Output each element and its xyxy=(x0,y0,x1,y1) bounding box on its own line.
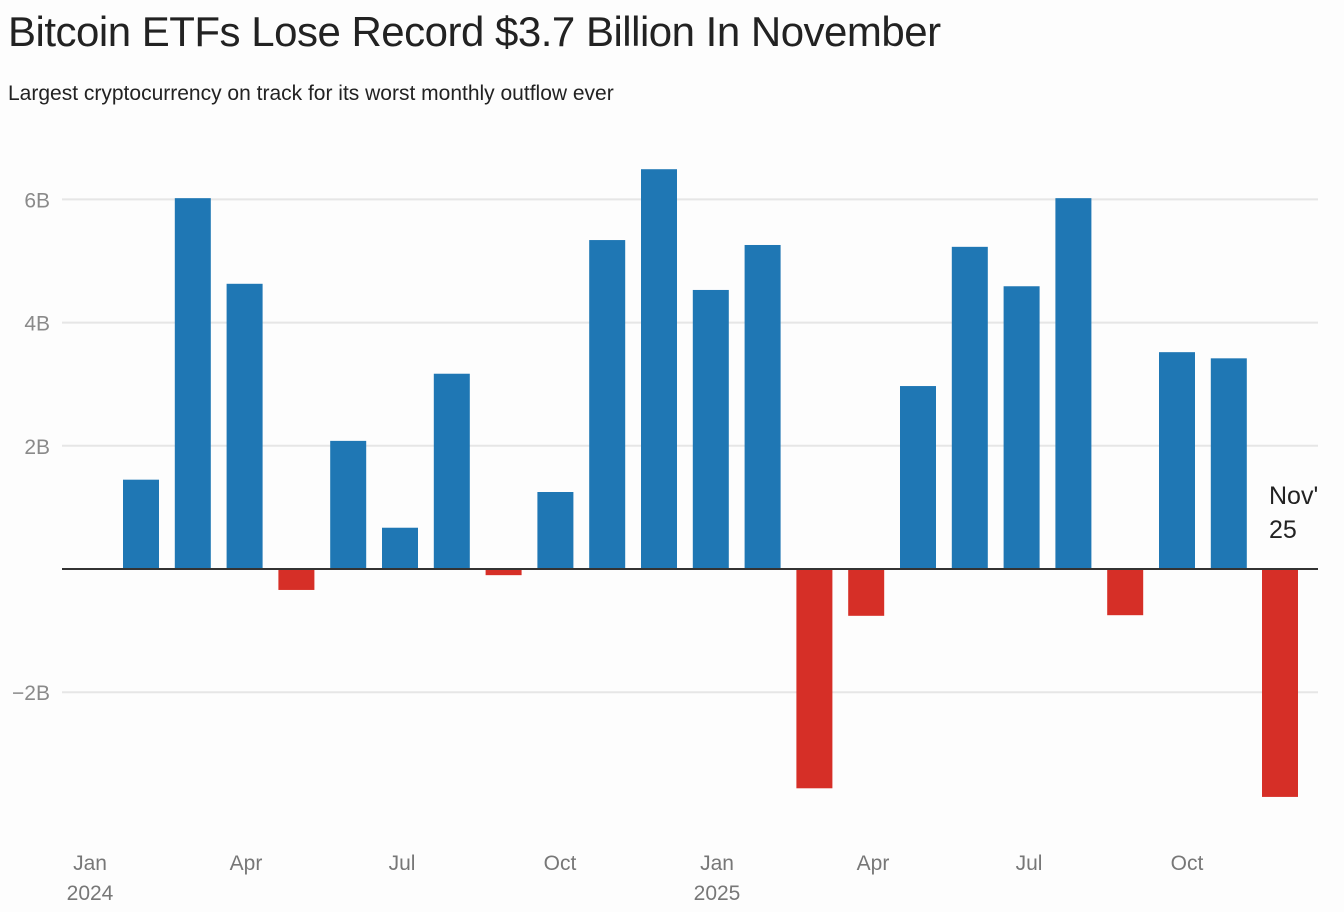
gridlines xyxy=(62,198,1318,694)
bar xyxy=(589,240,626,569)
bar xyxy=(330,440,367,569)
bar xyxy=(433,373,470,569)
x-tick-label: Oct xyxy=(544,852,577,875)
x-tick-label: Apr xyxy=(857,852,890,875)
chart-title: Bitcoin ETFs Lose Record $3.7 Billion In… xyxy=(8,8,941,55)
bar xyxy=(1210,358,1247,569)
x-tick-label: Jan xyxy=(73,852,107,875)
x-axis-ticks: Jan 2024 Apr Jul Oct Jan 2025 Apr Jul Oct xyxy=(67,852,1204,905)
bar xyxy=(1159,352,1195,569)
annotation-label-year: 25 xyxy=(1269,516,1297,544)
x-tick-label: Jul xyxy=(1016,852,1043,875)
bar xyxy=(641,169,677,569)
bar xyxy=(123,479,159,569)
y-tick-label: 2B xyxy=(24,436,50,459)
bar xyxy=(744,244,781,569)
bar xyxy=(951,246,988,569)
annotation-label: Nov' xyxy=(1269,482,1318,510)
bar xyxy=(1262,569,1298,797)
bar xyxy=(278,569,315,590)
bar xyxy=(174,198,211,569)
bar xyxy=(796,569,833,789)
y-axis-ticks: 6B 4B 2B −2B xyxy=(12,189,50,705)
x-tick-label: Apr xyxy=(230,852,263,875)
bar xyxy=(485,569,522,576)
y-tick-label: −2B xyxy=(12,682,50,705)
bar xyxy=(692,289,729,569)
bar xyxy=(226,283,263,569)
x-tick-label: Oct xyxy=(1171,852,1204,875)
x-tick-year: 2024 xyxy=(67,882,114,905)
bar xyxy=(1055,198,1092,569)
bar xyxy=(900,386,936,569)
bars xyxy=(123,169,1298,797)
x-tick-label: Jan xyxy=(700,852,734,875)
bar xyxy=(848,569,885,616)
y-tick-label: 4B xyxy=(24,313,50,336)
bar xyxy=(1003,286,1040,569)
x-tick-label: Jul xyxy=(389,852,416,875)
bar xyxy=(382,527,418,569)
y-tick-label: 6B xyxy=(24,189,50,212)
x-tick-year: 2025 xyxy=(694,882,741,905)
chart-subtitle: Largest cryptocurrency on track for its … xyxy=(8,82,614,105)
bar xyxy=(1107,569,1144,616)
bar xyxy=(537,492,574,569)
